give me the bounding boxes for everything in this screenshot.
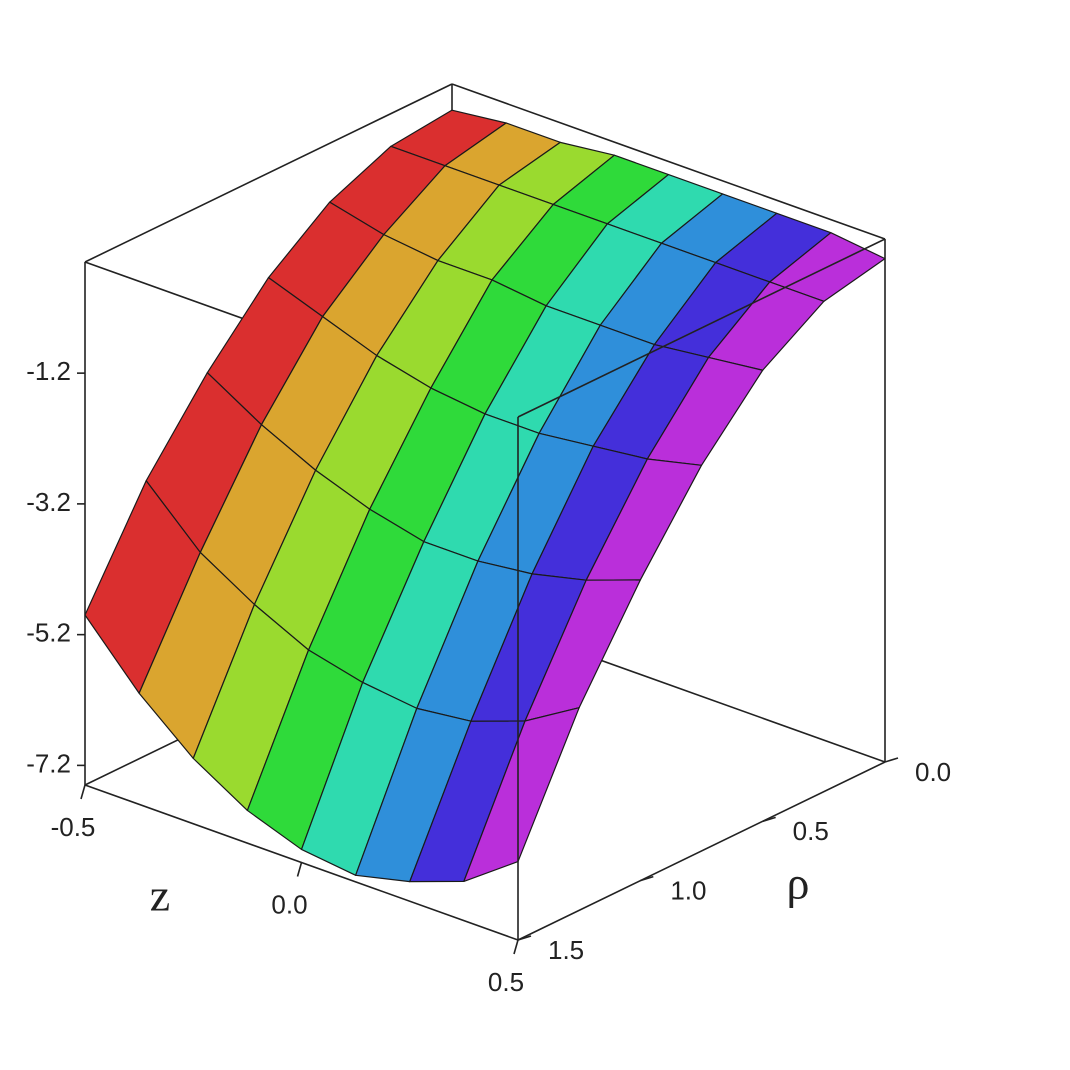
- z-tick-label: -1.2: [26, 356, 71, 386]
- y-axis-label: ρ: [787, 858, 810, 909]
- x-tick: [513, 939, 519, 955]
- x-tick-label: -0.5: [51, 812, 96, 842]
- y-tick: [884, 757, 899, 763]
- z-tick-label: -5.2: [26, 618, 71, 648]
- y-tick-label: 1.5: [548, 935, 584, 965]
- y-tick-label: 0.5: [793, 816, 829, 846]
- y-tick-label: 0.0: [915, 757, 951, 787]
- box-edge: [451, 83, 886, 240]
- x-tick: [296, 862, 303, 877]
- x-axis-label: z: [150, 870, 170, 921]
- box-edge: [84, 83, 453, 263]
- y-tick: [762, 816, 776, 823]
- x-tick-label: 0.5: [488, 967, 524, 997]
- z-tick-label: -3.2: [26, 487, 71, 517]
- y-tick: [517, 935, 532, 941]
- y-tick-label: 1.0: [670, 876, 706, 906]
- x-tick-label: 0.0: [271, 889, 307, 919]
- y-tick: [640, 875, 654, 882]
- x-tick: [80, 784, 86, 800]
- z-tick-label: -7.2: [26, 748, 71, 778]
- box-edge: [517, 761, 886, 941]
- box-edge: [517, 238, 886, 418]
